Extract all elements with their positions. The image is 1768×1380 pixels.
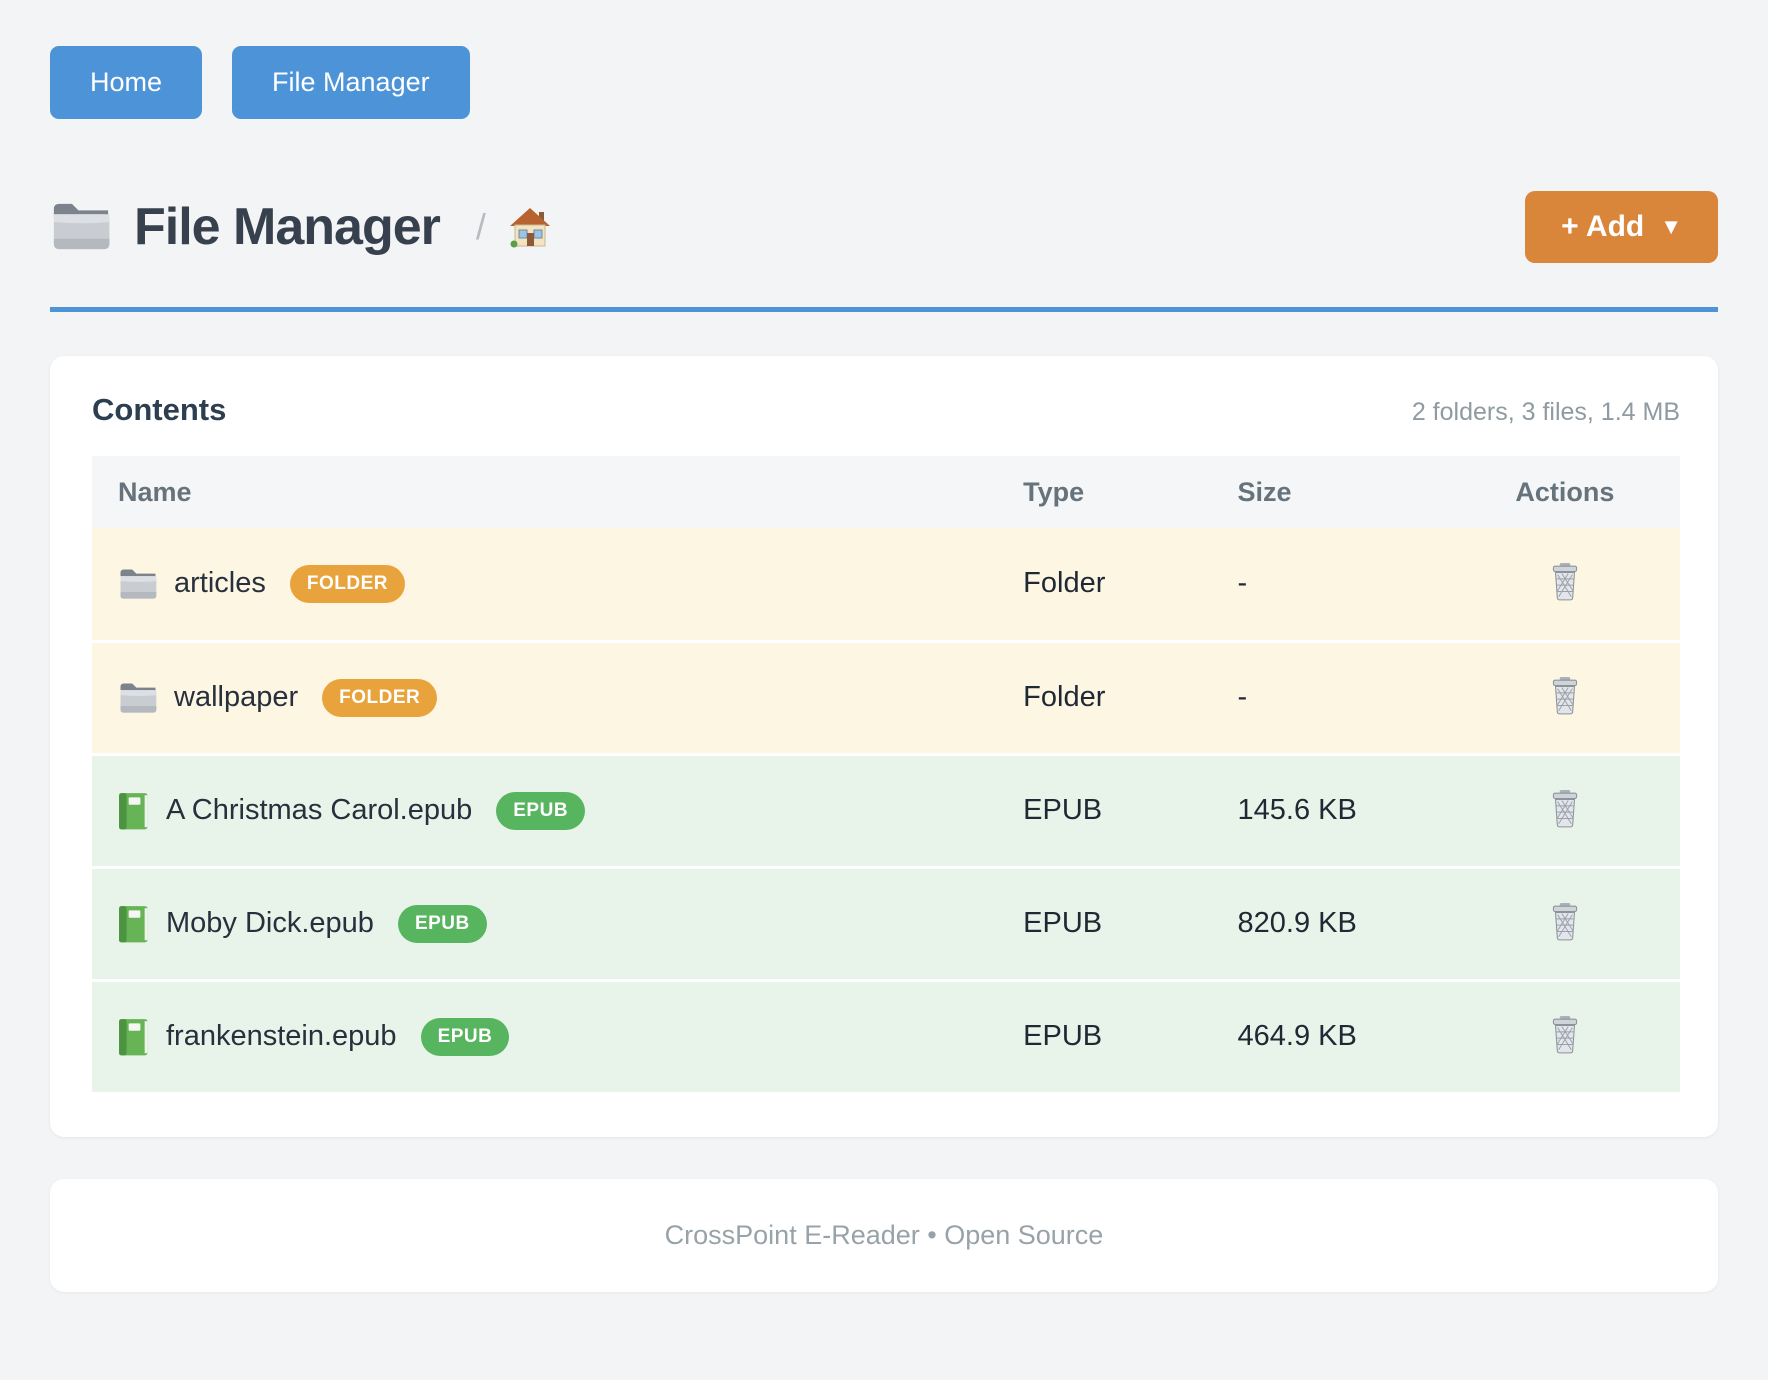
file-name[interactable]: articles: [174, 567, 266, 600]
file-type: Folder: [997, 641, 1212, 756]
column-header-name: Name: [92, 456, 998, 528]
file-size: -: [1211, 528, 1450, 643]
top-nav: Home File Manager: [50, 46, 1718, 119]
file-size: 145.6 KB: [1211, 754, 1450, 869]
file-type: EPUB: [997, 754, 1212, 869]
file-badge: EPUB: [397, 904, 487, 943]
contents-card-header: Contents 2 folders, 3 files, 1.4 MB: [92, 392, 1680, 428]
page-title: File Manager: [134, 198, 441, 256]
folder-icon: [118, 567, 158, 601]
footer-card: CrossPoint E-Reader • Open Source: [50, 1178, 1718, 1292]
file-type: EPUB: [997, 980, 1212, 1095]
delete-button[interactable]: [1545, 558, 1585, 606]
breadcrumb-separator: /: [475, 206, 486, 247]
chevron-down-icon: ▼: [1660, 214, 1682, 239]
table-row: Moby Dick.epub EPUB EPUB 820.9 KB: [92, 867, 1680, 982]
file-type: EPUB: [997, 867, 1212, 982]
column-header-size: Size: [1211, 456, 1450, 528]
file-badge: FOLDER: [322, 678, 438, 717]
trash-icon: [1549, 676, 1581, 716]
table-row: frankenstein.epub EPUB EPUB 464.9 KB: [92, 980, 1680, 1095]
table-row: articles FOLDER Folder -: [92, 528, 1680, 643]
title-group: File Manager /: [50, 197, 552, 257]
file-manager-nav-button[interactable]: File Manager: [232, 46, 470, 119]
table-row: A Christmas Carol.epub EPUB EPUB 145.6 K…: [92, 754, 1680, 869]
delete-button[interactable]: [1545, 898, 1585, 946]
book-icon: [118, 792, 150, 830]
contents-heading: Contents: [92, 392, 227, 427]
add-button-label: + Add: [1561, 210, 1645, 243]
book-icon: [118, 905, 150, 943]
file-table: Name Type Size Actions: [92, 456, 1680, 1095]
folder-icon: [50, 200, 112, 254]
table-row: wallpaper FOLDER Folder -: [92, 641, 1680, 756]
file-name[interactable]: wallpaper: [174, 681, 299, 713]
file-name[interactable]: frankenstein.epub: [166, 1020, 397, 1052]
delete-button[interactable]: [1545, 672, 1585, 720]
file-badge: EPUB: [496, 791, 586, 830]
file-size: 820.9 KB: [1211, 867, 1450, 982]
file-badge: EPUB: [420, 1017, 510, 1056]
file-type: Folder: [997, 528, 1212, 643]
footer-text: CrossPoint E-Reader • Open Source: [664, 1219, 1104, 1250]
file-size: -: [1211, 641, 1450, 756]
file-name[interactable]: A Christmas Carol.epub: [166, 794, 473, 826]
contents-summary: 2 folders, 3 files, 1.4 MB: [1411, 398, 1680, 426]
table-header-row: Name Type Size Actions: [92, 456, 1680, 528]
file-name[interactable]: Moby Dick.epub: [166, 907, 374, 939]
book-icon: [118, 1018, 150, 1056]
column-header-type: Type: [997, 456, 1212, 528]
file-size: 464.9 KB: [1211, 980, 1450, 1095]
contents-card: Contents 2 folders, 3 files, 1.4 MB Name…: [50, 356, 1718, 1137]
trash-icon: [1549, 789, 1581, 829]
trash-icon: [1549, 902, 1581, 942]
breadcrumb-home-icon[interactable]: [508, 206, 552, 248]
home-nav-button[interactable]: Home: [50, 46, 203, 119]
add-button[interactable]: + Add ▼: [1525, 191, 1718, 263]
file-badge: FOLDER: [289, 564, 405, 603]
trash-icon: [1549, 562, 1581, 602]
delete-button[interactable]: [1545, 1011, 1585, 1059]
column-header-actions: Actions: [1449, 456, 1680, 528]
page-header: File Manager / + Add ▼: [50, 191, 1718, 312]
trash-icon: [1549, 1015, 1581, 1055]
folder-icon: [118, 681, 158, 715]
file-table-body: articles FOLDER Folder -: [92, 528, 1680, 1095]
delete-button[interactable]: [1545, 785, 1585, 833]
